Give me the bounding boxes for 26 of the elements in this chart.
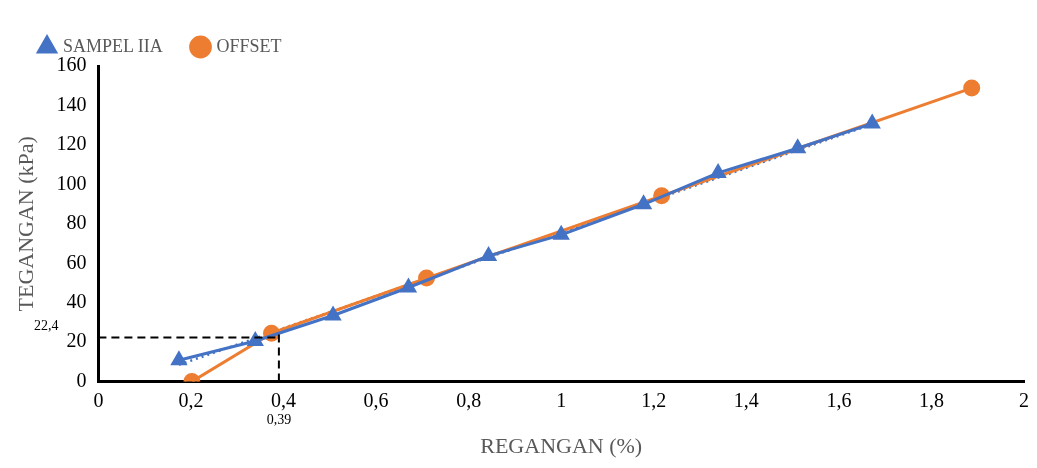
y-tick-label: 160 — [56, 53, 87, 76]
y-tick-label: 20 — [66, 329, 87, 352]
y-axis-title: TEGANGAN (kPa) — [12, 136, 38, 312]
legend-label: SAMPEL IIA — [63, 35, 163, 56]
x-tick-label: 0 — [93, 388, 104, 411]
y-tick-label: 60 — [66, 250, 87, 273]
y-tick-label: 100 — [56, 171, 87, 194]
y-tick-label: 80 — [66, 211, 87, 234]
x-tick-label: 0,2 — [178, 388, 204, 411]
x-axis-title: REGANGAN (%) — [480, 432, 643, 458]
y-tick-label: 40 — [66, 289, 87, 312]
x-tick-label: 1 — [556, 388, 567, 411]
legend-label: OFFSET — [216, 35, 282, 56]
x-tick-label: 0,4 — [271, 388, 297, 411]
x-tick-label: 0,8 — [456, 388, 482, 411]
y-tick-label: 140 — [56, 92, 87, 115]
ref-line-label: 0,39 — [266, 412, 292, 428]
x-tick-label: 1,8 — [918, 388, 944, 411]
x-tick-label: 1,2 — [641, 388, 667, 411]
y-tick-label: 0 — [76, 368, 87, 391]
ref-line-label: 22,4 — [33, 318, 59, 334]
y-tick-label: 120 — [56, 132, 87, 155]
x-tick-label: 2 — [1019, 388, 1029, 411]
x-tick-label: 1,6 — [826, 388, 852, 411]
x-tick-label: 0,6 — [363, 388, 389, 411]
x-tick-label: 1,4 — [733, 388, 759, 411]
